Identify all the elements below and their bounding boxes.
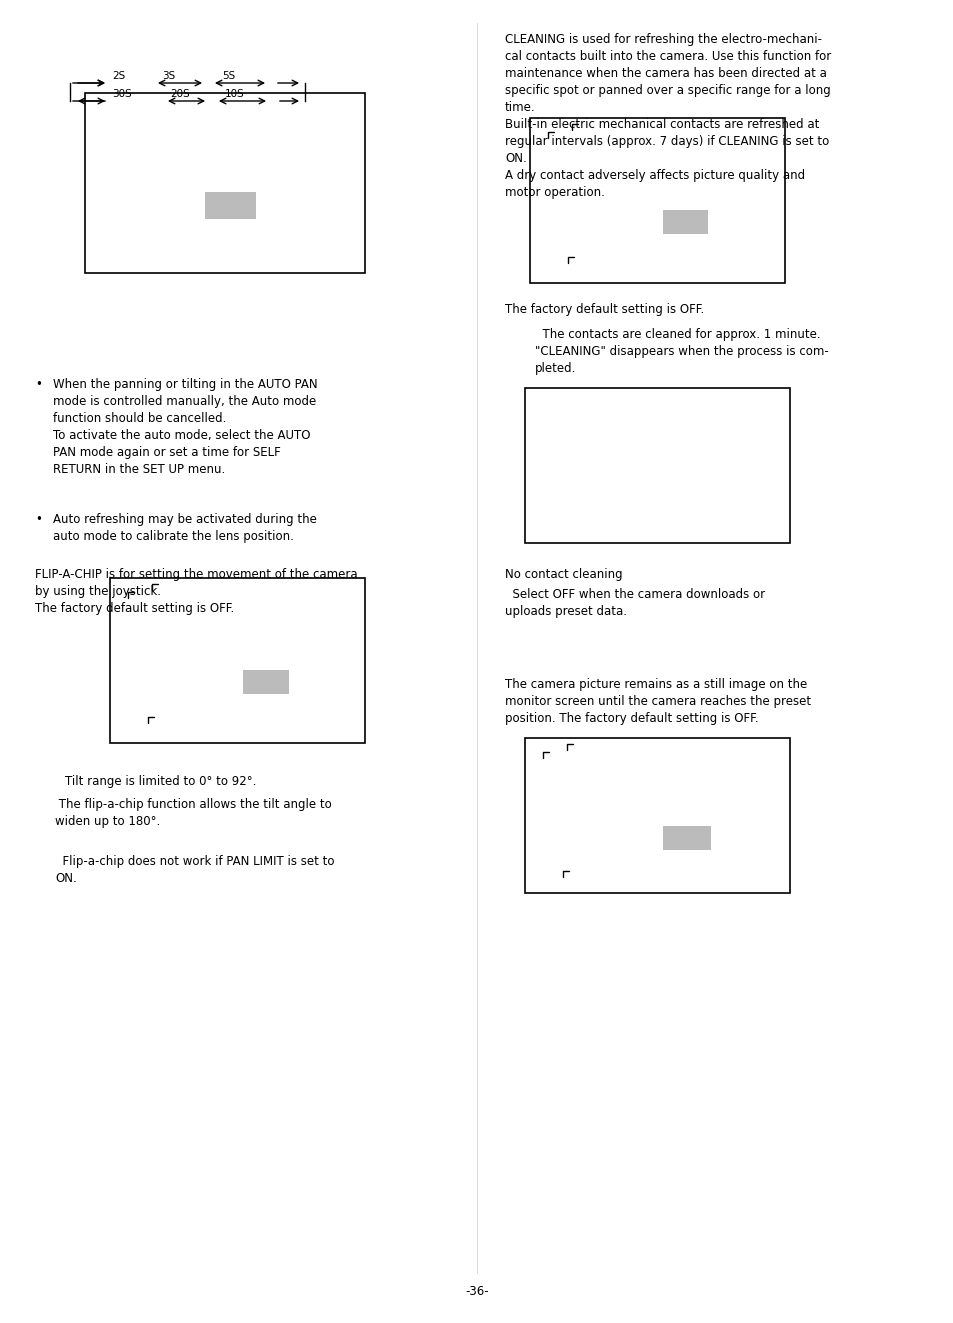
Text: FLIP-A-CHIP is for setting the movement of the camera
by using the joystick.
The: FLIP-A-CHIP is for setting the movement … [35, 568, 357, 615]
Text: The flip-a-chip function allows the tilt angle to
widen up to 180°.: The flip-a-chip function allows the tilt… [55, 798, 332, 828]
Text: When the panning or tilting in the AUTO PAN
mode is controlled manually, the Aut: When the panning or tilting in the AUTO … [53, 378, 317, 476]
Text: Flip-a-chip does not work if PAN LIMIT is set to
ON.: Flip-a-chip does not work if PAN LIMIT i… [55, 855, 335, 885]
Text: Auto refreshing may be activated during the
auto mode to calibrate the lens posi: Auto refreshing may be activated during … [53, 513, 316, 542]
Text: The contacts are cleaned for approx. 1 minute.
"CLEANING" disappears when the pr: The contacts are cleaned for approx. 1 m… [535, 328, 828, 374]
Bar [662, 210, 708, 233]
Text: Select OFF when the camera downloads or
uploads preset data.: Select OFF when the camera downloads or … [504, 587, 764, 618]
Bar [662, 827, 710, 849]
Bar [530, 118, 784, 283]
Text: 10S: 10S [225, 89, 245, 99]
Text: •: • [35, 513, 42, 527]
Text: The camera picture remains as a still image on the
monitor screen until the came: The camera picture remains as a still im… [504, 677, 810, 725]
Bar [242, 671, 288, 693]
Text: -36-: -36- [465, 1285, 488, 1298]
Text: Tilt range is limited to 0° to 92°.: Tilt range is limited to 0° to 92°. [65, 775, 256, 789]
Text: 20S: 20S [170, 89, 190, 99]
Text: •: • [35, 378, 42, 392]
Text: 2S: 2S [112, 71, 125, 81]
Text: No contact cleaning: No contact cleaning [504, 568, 622, 581]
Text: The factory default setting is OFF.: The factory default setting is OFF. [504, 303, 703, 316]
Bar [524, 388, 789, 542]
Text: 5S: 5S [222, 71, 235, 81]
Bar [524, 738, 789, 893]
Bar [205, 192, 255, 220]
Text: CLEANING is used for refreshing the electro-mechani-
cal contacts built into the: CLEANING is used for refreshing the elec… [504, 33, 830, 198]
Bar [85, 93, 365, 273]
Text: 30S: 30S [112, 89, 132, 99]
Text: 3S: 3S [162, 71, 175, 81]
Bar [110, 578, 365, 744]
